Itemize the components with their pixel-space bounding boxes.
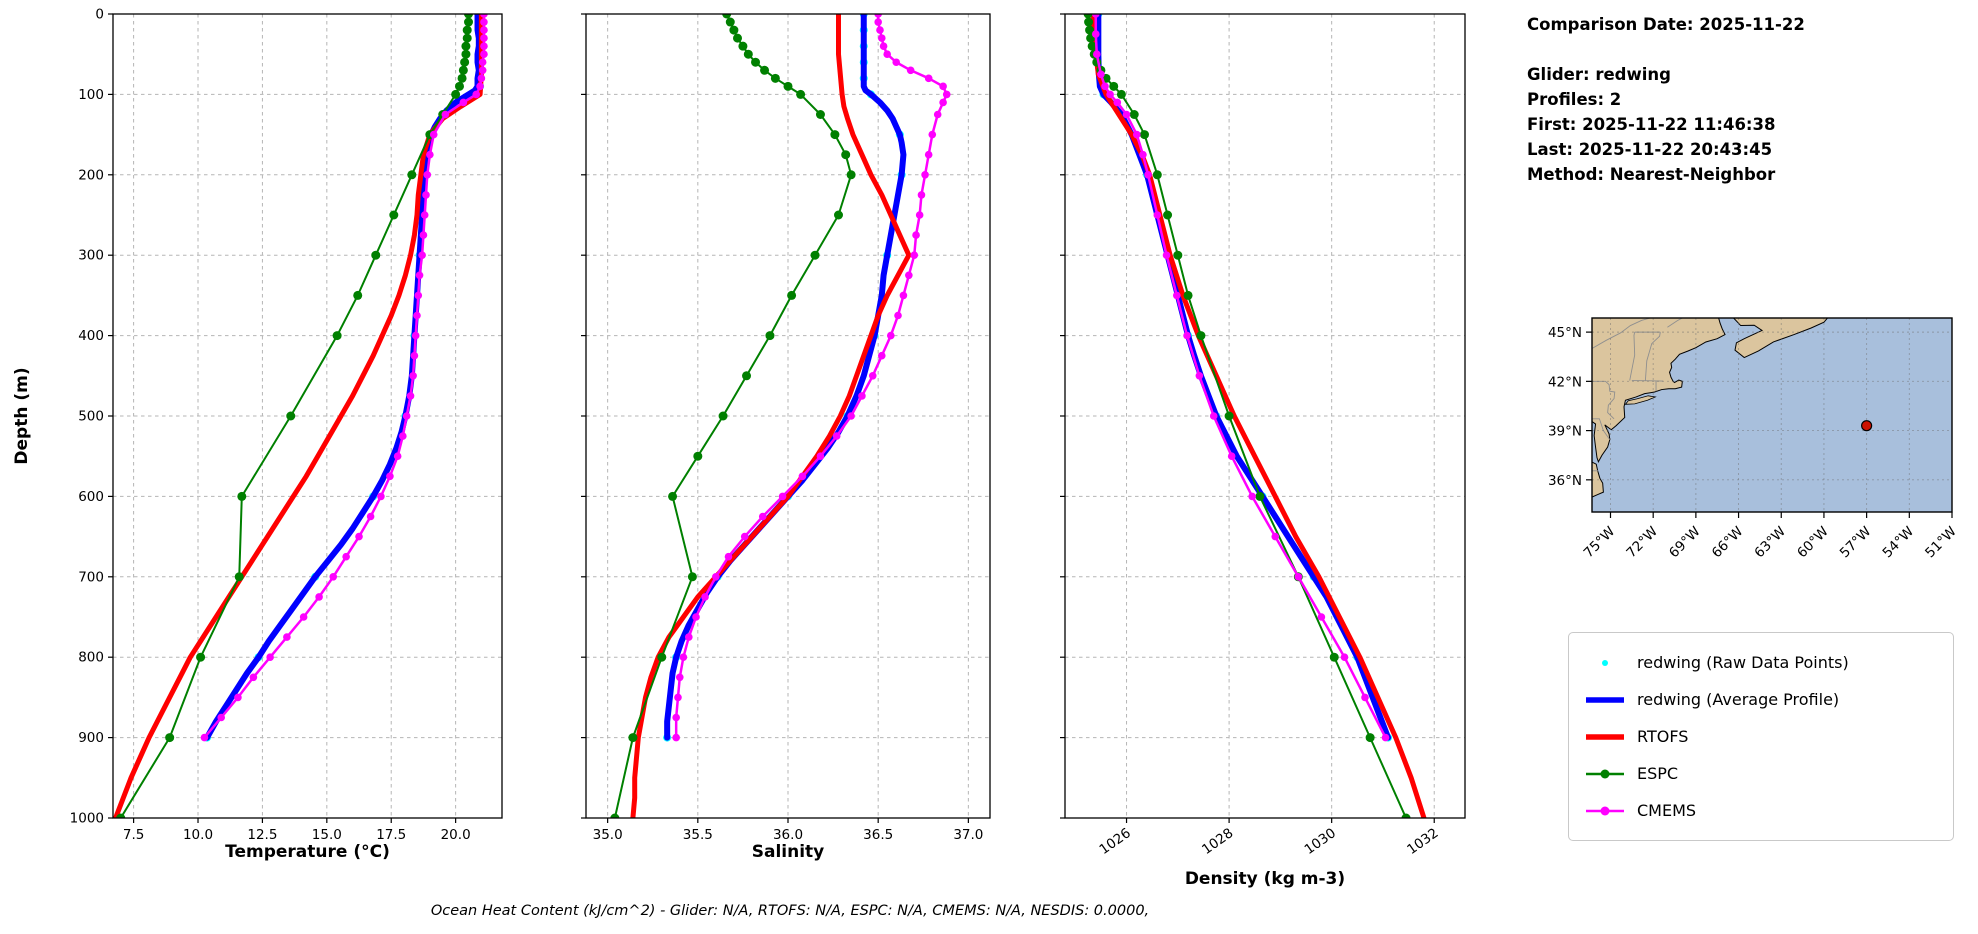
first-profile-time-text: First: 2025-11-22 11:46:38 xyxy=(1527,115,1776,134)
svg-text:42°N: 42°N xyxy=(1548,374,1582,390)
last-profile-time-text: Last: 2025-11-22 20:43:45 xyxy=(1527,140,1773,159)
legend-label-rtofs: RTOFS xyxy=(1637,727,1689,746)
svg-text:600: 600 xyxy=(78,489,104,505)
svg-text:69°W: 69°W xyxy=(1666,524,1704,562)
legend-label-raw-data: redwing (Raw Data Points) xyxy=(1637,653,1849,672)
svg-text:39°N: 39°N xyxy=(1548,424,1582,440)
glider-location-marker xyxy=(1861,420,1873,432)
salinity-profile-chart: 35.0 35.5 36.0 36.5 37.0 xyxy=(581,13,991,843)
temperature-axis-label: Temperature (°C) xyxy=(225,842,390,862)
svg-text:1028: 1028 xyxy=(1199,825,1236,858)
svg-text:35.5: 35.5 xyxy=(683,827,713,843)
svg-text:400: 400 xyxy=(78,328,104,344)
svg-text:700: 700 xyxy=(78,569,104,585)
svg-text:1026: 1026 xyxy=(1097,825,1134,858)
svg-text:800: 800 xyxy=(78,650,104,666)
svg-text:54°W: 54°W xyxy=(1879,524,1917,562)
svg-text:500: 500 xyxy=(78,409,104,425)
svg-text:66°W: 66°W xyxy=(1709,524,1747,562)
svg-text:63°W: 63°W xyxy=(1751,524,1789,562)
legend-label-cmems: CMEMS xyxy=(1637,801,1697,820)
glider-name-text: Glider: redwing xyxy=(1527,65,1671,84)
svg-text:36.0: 36.0 xyxy=(773,827,803,843)
svg-text:12.5: 12.5 xyxy=(247,827,277,843)
comparison-date-text: Comparison Date: 2025-11-22 xyxy=(1527,15,1805,34)
profiles-count-text: Profiles: 2 xyxy=(1527,90,1622,109)
svg-text:10.0: 10.0 xyxy=(183,827,213,843)
legend-item-raw-data: redwing (Raw Data Points) xyxy=(1583,646,1939,679)
svg-text:0: 0 xyxy=(95,7,104,23)
svg-text:72°W: 72°W xyxy=(1623,524,1661,562)
salinity-axis-label: Salinity xyxy=(751,842,825,862)
svg-text:36°N: 36°N xyxy=(1548,473,1582,489)
legend-item-average-profile: redwing (Average Profile) xyxy=(1583,683,1939,716)
info-spacer xyxy=(1527,37,1805,62)
map-land-nova-scotia xyxy=(1732,318,1829,359)
svg-text:1030: 1030 xyxy=(1302,825,1339,858)
svg-text:17.5: 17.5 xyxy=(376,827,406,843)
svg-text:57°W: 57°W xyxy=(1837,524,1875,562)
svg-text:300: 300 xyxy=(78,248,104,264)
legend-label-espc: ESPC xyxy=(1637,764,1679,783)
svg-text:20.0: 20.0 xyxy=(441,827,471,843)
svg-text:37.0: 37.0 xyxy=(953,827,983,843)
info-panel: Comparison Date: 2025-11-22 Glider: redw… xyxy=(1527,12,1805,187)
svg-text:51°W: 51°W xyxy=(1922,524,1960,562)
svg-text:36.5: 36.5 xyxy=(863,827,893,843)
temperature-profile-chart: 7.5 10.0 12.5 15.0 17.5 20.0 0 100 200 300 400 500 6… xyxy=(70,7,503,843)
svg-text:100: 100 xyxy=(78,87,104,103)
svg-text:200: 200 xyxy=(78,167,104,183)
location-map-inset: 45°N 42°N 39°N 36°N 75°W 72°W 69°W 66°W 63°W 60°W… xyxy=(1548,317,1960,562)
legend-item-cmems: CMEMS xyxy=(1583,794,1939,827)
svg-text:900: 900 xyxy=(78,730,104,746)
legend-item-rtofs: RTOFS xyxy=(1583,720,1939,753)
density-profile-chart: 1026 1028 1030 1032 xyxy=(1060,13,1466,858)
svg-text:15.0: 15.0 xyxy=(312,827,342,843)
espc-line-icon xyxy=(1586,769,1624,778)
rtofs-line-icon xyxy=(1586,733,1624,740)
average-profile-line-icon xyxy=(1586,696,1624,703)
cmems-line-icon xyxy=(1586,806,1624,815)
legend-label-average-profile: redwing (Average Profile) xyxy=(1637,690,1840,709)
svg-text:1000: 1000 xyxy=(70,811,104,827)
map-land-long-island xyxy=(1624,395,1657,405)
map-land-northeast-us xyxy=(1592,318,1726,464)
depth-axis-label: Depth (m) xyxy=(12,367,32,465)
svg-text:7.5: 7.5 xyxy=(123,827,144,843)
raw-data-marker-icon xyxy=(1602,659,1608,666)
svg-text:45°N: 45°N xyxy=(1548,325,1582,341)
legend: redwing (Raw Data Points) redwing (Avera… xyxy=(1568,632,1954,841)
svg-text:60°W: 60°W xyxy=(1794,524,1832,562)
ocean-heat-content-caption: Ocean Heat Content (kJ/cm^2) - Glider: N… xyxy=(430,903,1150,919)
svg-text:75°W: 75°W xyxy=(1581,524,1619,562)
method-text: Method: Nearest-Neighbor xyxy=(1527,165,1776,184)
svg-text:1032: 1032 xyxy=(1404,825,1441,858)
legend-item-espc: ESPC xyxy=(1583,757,1939,790)
svg-text:35.0: 35.0 xyxy=(593,827,623,843)
density-axis-label: Density (kg m-3) xyxy=(1184,869,1346,889)
